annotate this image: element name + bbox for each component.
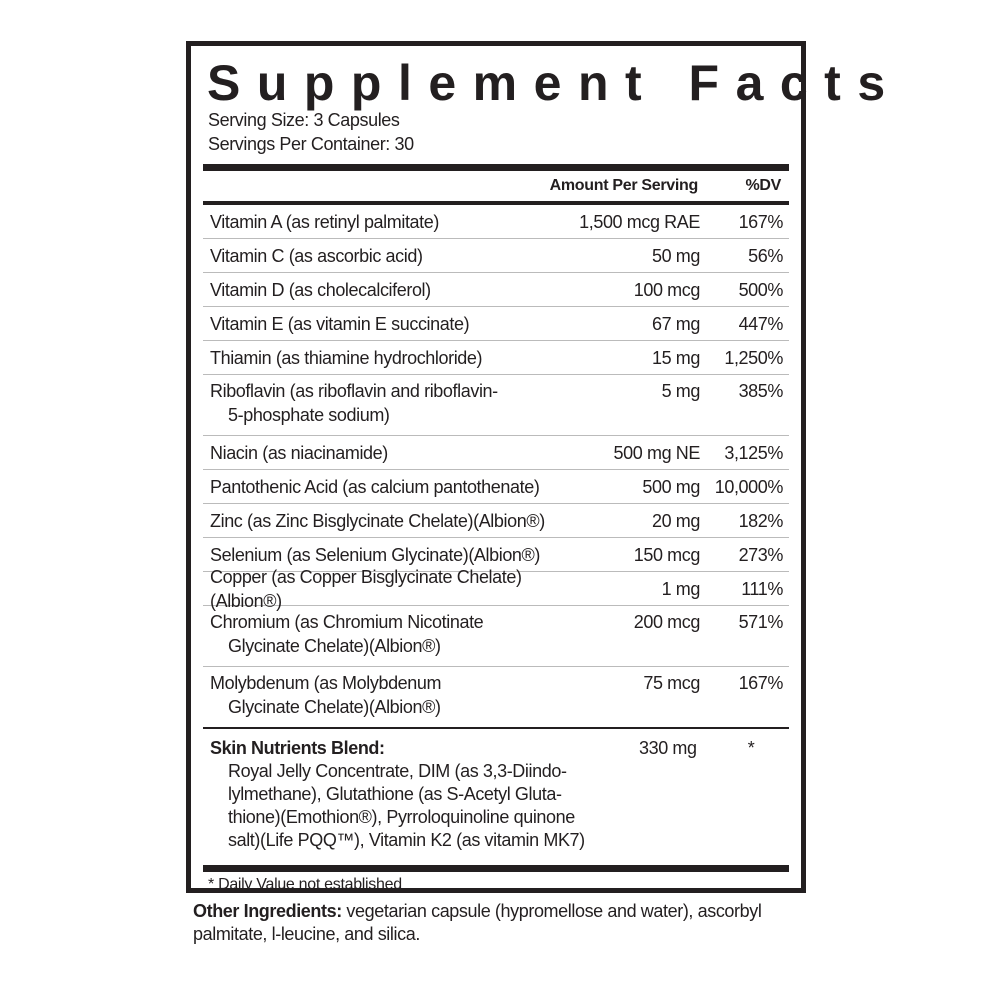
nutrient-row: Copper (as Copper Bisglycinate Chelate)(… [203,567,789,611]
nutrient-row: Thiamin (as thiamine hydrochloride) 15 mg… [203,341,789,375]
nutrient-name-line: Vitamin E (as vitamin E succinate) [210,313,470,334]
blend-row: Skin Nutrients Blend: Royal Jelly Concen… [203,729,789,865]
nutrient-name-line: Riboflavin (as riboflavin and riboflavin… [210,381,498,401]
dv-header: %DV [745,177,781,194]
nutrient-dv: 111% [741,578,783,599]
footnote: * Daily Value not established [208,876,402,893]
nutrient-dv: 167% [738,211,784,232]
nutrient-name-line: Thiamin (as thiamine hydrochloride) [210,347,483,368]
nutrient-name-line: Copper (as Copper Bisglycinate Chelate)(… [210,566,522,611]
nutrient-amount: 1 mg [661,578,701,599]
blend-line: thione)(Emothion®), Pyrroloquinoline qui… [228,807,575,827]
nutrient-amount: 20 mg [651,510,700,531]
supplement-facts-panel: Supplement Facts Serving Size: 3 Capsule… [186,41,902,893]
nutrient-name: Niacin (as niacinamide) [203,441,560,465]
blend-line: lylmethane), Glutathione (as S-Acetyl Gl… [228,784,562,804]
nutrient-name-line: Selenium (as Selenium Glycinate)(Albion®… [210,544,541,565]
nutrient-name-line: Molybdenum (as Molybdenum [210,673,442,693]
serving-size: Serving Size: 3 Capsules [208,110,400,130]
nutrient-amount: 75 mcg [643,673,700,693]
nutrient-name-line: Niacin (as niacinamide) [210,442,388,463]
divider-blend [203,727,789,729]
nutrient-row: Vitamin C (as ascorbic acid) 50 mg 56% [203,239,789,273]
divider-thick [203,164,789,171]
nutrient-amount: 500 mg [642,476,700,497]
divider-medium [203,201,789,205]
nutrient-dv: 500% [738,279,784,300]
servings-per-container: Servings Per Container: 30 [208,134,414,154]
nutrient-row: Vitamin A (as retinyl palmitate) 1,500 mc… [203,205,789,239]
nutrient-amount: 200 mcg [633,612,701,632]
nutrient-name: Copper (as Copper Bisglycinate Chelate)(… [203,565,560,613]
nutrient-dv: 1,250% [724,347,783,368]
nutrient-dv: 167% [738,673,784,693]
nutrient-amount: 150 mcg [633,544,701,565]
nutrient-name: Chromium (as Chromium Nicotinate Glycinat… [203,610,560,658]
nutrient-name-line: Chromium (as Chromium Nicotinate [210,612,484,632]
other-ingredients-text: vegetarian capsule (hypromellose and wat… [193,901,762,944]
blend-line: Royal Jelly Concentrate, DIM (as 3,3-Dii… [228,761,567,781]
nutrient-amount: 500 mg NE [613,442,701,463]
nutrient-row: Zinc (as Zinc Bisglycinate Chelate)(Albi… [203,504,789,538]
nutrient-name-line: Vitamin C (as ascorbic acid) [210,245,423,266]
nutrient-row: Selenium (as Selenium Glycinate)(Albion®… [203,538,789,572]
nutrient-name-line: Zinc (as Zinc Bisglycinate Chelate)(Albi… [210,510,545,531]
nutrient-table: Vitamin A (as retinyl palmitate) 1,500 mc… [203,205,789,727]
blend-amount: 330 mg [639,738,697,758]
nutrient-name: Vitamin C (as ascorbic acid) [203,244,560,268]
nutrient-row: Pantothenic Acid (as calcium pantothenat… [203,470,789,504]
nutrient-dv: 571% [738,612,784,632]
nutrient-name: Thiamin (as thiamine hydrochloride) [203,346,560,370]
nutrient-amount: 1,500 mcg RAE [579,211,700,232]
nutrient-name: Riboflavin (as riboflavin and riboflavin… [203,379,560,427]
other-ingredients: Other Ingredients: vegetarian capsule (h… [193,900,793,946]
column-header: Amount Per Serving %DV [203,171,789,201]
nutrient-amount: 5 mg [661,381,701,401]
nutrient-row: Vitamin E (as vitamin E succinate) 67 mg 4… [203,307,789,341]
nutrient-amount: 50 mg [651,245,700,266]
blend-dv: * [747,738,755,758]
nutrient-amount: 100 mcg [633,279,701,300]
divider-thick [203,865,789,872]
nutrient-row: Niacin (as niacinamide) 500 mg NE 3,125% [203,436,789,470]
nutrient-dv: 447% [738,313,784,334]
nutrient-dv: 182% [738,510,784,531]
nutrient-name: Selenium (as Selenium Glycinate)(Albion®… [203,543,560,567]
nutrient-row: Riboflavin (as riboflavin and riboflavin… [203,375,789,436]
nutrient-dv: 385% [738,381,784,401]
nutrient-amount: 15 mg [651,347,700,368]
nutrient-name-line: Pantothenic Acid (as calcium pantothenat… [210,476,540,497]
nutrient-name: Molybdenum (as Molybdenum Glycinate Chela… [203,671,560,719]
panel-title: Supplement Facts [207,55,902,111]
nutrient-name: Pantothenic Acid (as calcium pantothenat… [203,475,560,499]
nutrient-name: Zinc (as Zinc Bisglycinate Chelate)(Albi… [203,509,560,533]
other-ingredients-label: Other Ingredients: [193,901,342,921]
nutrient-name-line: Glycinate Chelate)(Albion®) [228,697,441,717]
amount-header: Amount Per Serving [549,177,699,194]
nutrient-name: Vitamin A (as retinyl palmitate) [203,210,560,234]
nutrient-dv: 273% [738,544,784,565]
nutrient-name-line: 5-phosphate sodium) [228,405,390,425]
blend-line: salt)(Life PQQ™), Vitamin K2 (as vitamin… [228,830,585,850]
nutrient-dv: 3,125% [724,442,783,463]
nutrient-name: Vitamin D (as cholecalciferol) [203,278,560,302]
blend-name: Skin Nutrients Blend: [210,738,385,758]
nutrient-dv: 56% [748,245,783,266]
nutrient-row: Chromium (as Chromium Nicotinate Glycinat… [203,606,789,667]
nutrient-name-line: Vitamin A (as retinyl palmitate) [210,211,439,232]
nutrient-amount: 67 mg [651,313,700,334]
nutrient-name: Vitamin E (as vitamin E succinate) [203,312,560,336]
nutrient-row: Molybdenum (as Molybdenum Glycinate Chela… [203,667,789,727]
nutrient-name-line: Vitamin D (as cholecalciferol) [210,279,431,300]
nutrient-dv: 10,000% [714,476,784,497]
nutrient-row: Vitamin D (as cholecalciferol) 100 mcg 500… [203,273,789,307]
nutrient-name-line: Glycinate Chelate)(Albion®) [228,636,441,656]
